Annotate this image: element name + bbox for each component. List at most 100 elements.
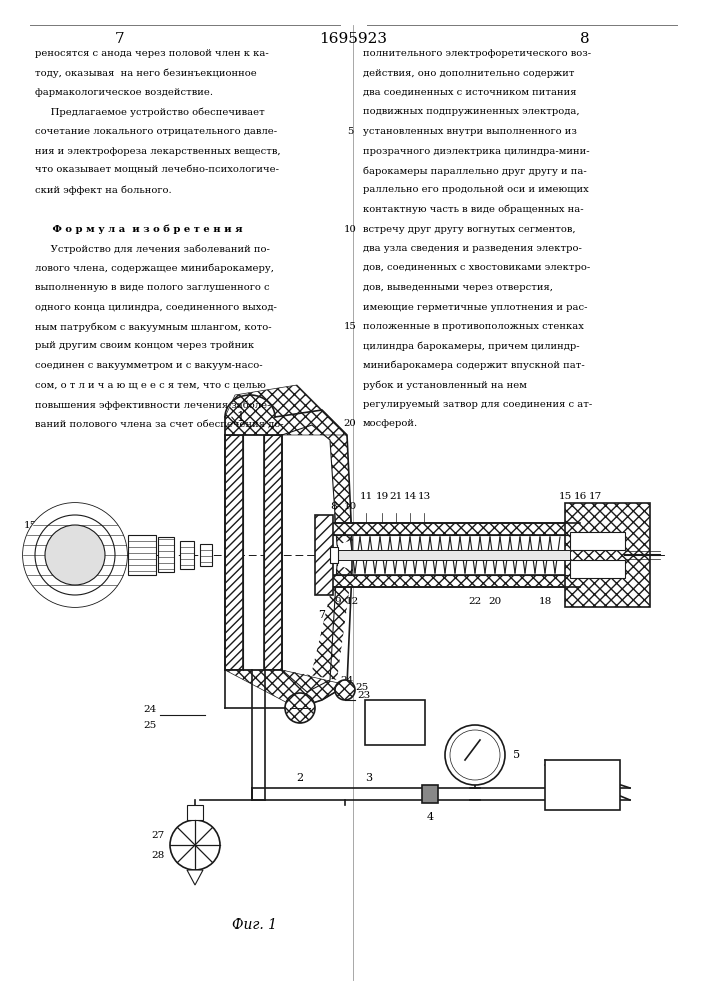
Polygon shape (225, 385, 347, 435)
Text: 11: 11 (359, 492, 373, 501)
Text: ным патрубком с вакуумным шлангом, кото-: ным патрубком с вакуумным шлангом, кото- (35, 322, 271, 332)
Text: два соединенных с источником питания: два соединенных с источником питания (363, 88, 576, 97)
Text: 3: 3 (365, 773, 372, 783)
Text: контактную часть в виде обращенных на-: контактную часть в виде обращенных на- (363, 205, 583, 215)
Text: 16: 16 (573, 492, 587, 501)
Text: 18: 18 (538, 597, 551, 606)
Text: положенные в противоположных стенках: положенные в противоположных стенках (363, 322, 584, 331)
Bar (330, 575, 580, 587)
Text: 10: 10 (344, 502, 356, 511)
Text: полнительного электрофоретического воз-: полнительного электрофоретического воз- (363, 49, 591, 58)
Text: 15: 15 (559, 492, 572, 501)
Circle shape (170, 820, 220, 870)
Text: 27: 27 (152, 830, 165, 840)
Text: тоду, оказывая  на него безинъекционное: тоду, оказывая на него безинъекционное (35, 68, 257, 78)
Circle shape (445, 725, 505, 785)
Text: барокамеры параллельно друг другу и па-: барокамеры параллельно друг другу и па- (363, 166, 587, 176)
Text: 9: 9 (334, 597, 341, 606)
Text: 13: 13 (24, 538, 37, 548)
Text: 15: 15 (24, 520, 37, 530)
Text: 25: 25 (355, 683, 368, 692)
Text: дов, соединенных с хвостовиками электро-: дов, соединенных с хвостовиками электро- (363, 263, 590, 272)
Circle shape (23, 503, 127, 607)
Text: цилиндра барокамеры, причем цилиндр-: цилиндра барокамеры, причем цилиндр- (363, 342, 580, 351)
Text: 7: 7 (318, 610, 325, 620)
Text: Предлагаемое устройство обеспечивает: Предлагаемое устройство обеспечивает (35, 107, 264, 117)
Bar (315, 515, 333, 595)
Text: два узла сведения и разведения электро-: два узла сведения и разведения электро- (363, 244, 582, 253)
Text: фармакологическое воздействие.: фармакологическое воздействие. (35, 88, 213, 97)
Bar (545, 760, 620, 810)
Text: 11: 11 (24, 558, 37, 568)
Text: действия, оно дополнительно содержит: действия, оно дополнительно содержит (363, 68, 575, 78)
Text: 25: 25 (144, 720, 157, 730)
Text: лового члена, содержащее минибарокамеру,: лового члена, содержащее минибарокамеру, (35, 263, 274, 273)
Circle shape (23, 503, 127, 607)
Text: 19: 19 (375, 492, 389, 501)
Text: 5: 5 (347, 127, 354, 136)
Text: 28: 28 (152, 850, 165, 859)
Text: 17: 17 (588, 492, 602, 501)
Text: Устройство для лечения заболеваний по-: Устройство для лечения заболеваний по- (35, 244, 270, 253)
Text: ский эффект на больного.: ский эффект на больного. (35, 186, 172, 195)
Text: 24: 24 (144, 706, 157, 714)
Text: Фиг. 1: Фиг. 1 (233, 918, 278, 932)
Text: Ф о р м у л а  и з о б р е т е н и я: Ф о р м у л а и з о б р е т е н и я (35, 225, 243, 234)
Text: 4: 4 (426, 812, 433, 822)
Bar (565, 503, 650, 607)
Bar (330, 547, 338, 563)
Text: одного конца цилиндра, соединенного выход-: одного конца цилиндра, соединенного выхо… (35, 302, 277, 312)
Text: 22: 22 (468, 597, 481, 606)
Text: сочетание локального отрицательного давле-: сочетание локального отрицательного давл… (35, 127, 277, 136)
Polygon shape (282, 425, 352, 545)
Text: сом, о т л и ч а ю щ е е с я тем, что с целью: сом, о т л и ч а ю щ е е с я тем, что с … (35, 380, 266, 389)
Text: мосферой.: мосферой. (363, 420, 418, 428)
Bar (158, 537, 174, 572)
Text: 14: 14 (404, 492, 416, 501)
Text: 6: 6 (578, 778, 586, 792)
Circle shape (35, 515, 115, 595)
Text: 2: 2 (296, 773, 303, 783)
Text: реносятся с анода через половой член к ка-: реносятся с анода через половой член к к… (35, 49, 269, 58)
Text: прозрачного диэлектрика цилиндра-мини-: прозрачного диэлектрика цилиндра-мини- (363, 146, 590, 155)
Text: 26: 26 (388, 718, 402, 728)
Text: 1: 1 (236, 411, 244, 424)
Text: установленных внутри выполненного из: установленных внутри выполненного из (363, 127, 577, 136)
Text: раллельно его продольной оси и имеющих: раллельно его продольной оси и имеющих (363, 186, 589, 194)
Text: 1695923: 1695923 (319, 32, 387, 46)
Bar (187, 805, 203, 820)
Bar (422, 785, 438, 803)
Text: ваний полового члена за счет обеспечения до-: ваний полового члена за счет обеспечения… (35, 420, 284, 428)
Circle shape (335, 680, 355, 700)
Text: 20: 20 (489, 597, 502, 606)
Text: 10: 10 (344, 225, 356, 233)
Text: повышения эффективности лечения заболе-: повышения эффективности лечения заболе- (35, 400, 271, 410)
Text: встречу друг другу вогнутых сегментов,: встречу друг другу вогнутых сегментов, (363, 225, 575, 233)
Text: 24: 24 (340, 676, 354, 685)
Circle shape (285, 693, 315, 723)
Text: 7: 7 (115, 32, 125, 46)
Text: 20: 20 (344, 420, 356, 428)
Polygon shape (187, 870, 203, 885)
Text: 8: 8 (331, 502, 337, 511)
Text: 8: 8 (580, 32, 590, 46)
Text: имеющие герметичные уплотнения и рас-: имеющие герметичные уплотнения и рас- (363, 302, 588, 312)
Text: минибарокамера содержит впускной пат-: минибарокамера содержит впускной пат- (363, 361, 585, 370)
Polygon shape (225, 670, 347, 708)
Bar (180, 541, 194, 569)
Bar (365, 700, 425, 745)
Text: рый другим своим концом через тройник: рый другим своим концом через тройник (35, 342, 254, 351)
Text: регулируемый затвор для соединения с ат-: регулируемый затвор для соединения с ат- (363, 400, 592, 409)
Polygon shape (282, 565, 352, 692)
Bar (225, 435, 243, 670)
Text: 23: 23 (357, 690, 370, 700)
Bar (335, 550, 570, 560)
Text: выполненную в виде полого заглушенного с: выполненную в виде полого заглушенного с (35, 283, 269, 292)
Text: 13: 13 (417, 492, 431, 501)
Text: подвижных подпружиненных электрода,: подвижных подпружиненных электрода, (363, 107, 580, 116)
Text: дов, выведенными через отверстия,: дов, выведенными через отверстия, (363, 283, 553, 292)
Text: что оказывает мощный лечебно-психологиче-: что оказывает мощный лечебно-психологиче… (35, 166, 279, 175)
Bar (264, 435, 282, 670)
Text: рубок и установленный на нем: рубок и установленный на нем (363, 380, 527, 390)
Text: 21: 21 (390, 492, 402, 501)
